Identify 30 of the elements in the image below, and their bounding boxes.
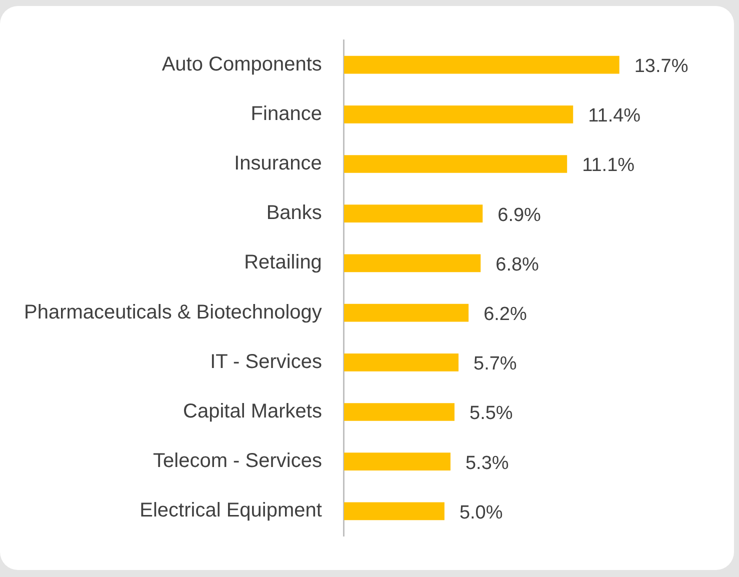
bar xyxy=(344,353,459,372)
bar xyxy=(344,254,481,272)
data-label: 6.8% xyxy=(496,254,540,276)
y-tick-label: Banks xyxy=(266,202,322,224)
data-label: 5.7% xyxy=(474,354,517,375)
bar xyxy=(344,403,455,421)
data-label: 6.2% xyxy=(484,304,527,326)
data-label: 11.4% xyxy=(588,106,641,127)
y-tick-label: Pharmaceuticals & Biotechnology xyxy=(24,301,322,324)
bar xyxy=(344,204,483,223)
data-label: 5.0% xyxy=(459,502,503,524)
y-tick-label: Insurance xyxy=(234,152,322,175)
y-tick-label: IT - Services xyxy=(210,350,322,373)
y-tick-label: Retailing xyxy=(244,252,322,274)
y-tick-label: Auto Components xyxy=(162,53,322,76)
y-tick-label: Capital Markets xyxy=(183,400,322,423)
data-label: 13.7% xyxy=(634,56,688,78)
data-label: 11.1% xyxy=(582,155,635,176)
y-tick-label: Telecom - Services xyxy=(153,450,322,472)
bar xyxy=(344,56,620,74)
y-tick-label: Electrical Equipment xyxy=(140,500,322,522)
data-label: 5.3% xyxy=(465,452,509,474)
y-tick-label: Finance xyxy=(250,102,322,125)
bar xyxy=(344,304,469,322)
data-label: 6.9% xyxy=(498,204,542,226)
bar xyxy=(344,502,444,520)
bar xyxy=(344,105,574,124)
data-label: 5.5% xyxy=(470,403,513,424)
bar xyxy=(344,452,450,471)
bar xyxy=(344,155,568,173)
